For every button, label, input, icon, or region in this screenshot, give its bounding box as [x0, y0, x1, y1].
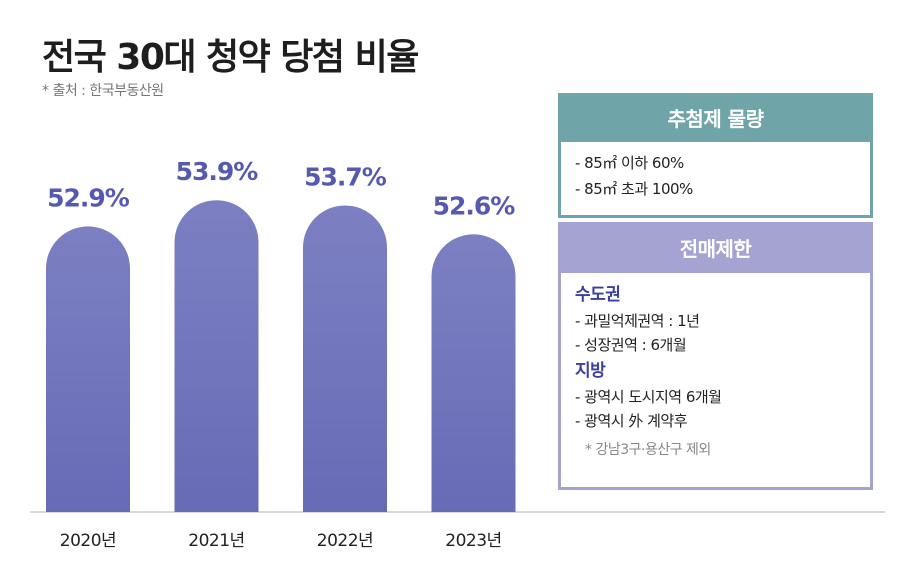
resale-item: - 성장권역 : 6개월 — [575, 336, 687, 354]
data-label: 52.6% — [433, 191, 516, 220]
resale-panel-header: 전매제한 — [561, 225, 870, 273]
lottery-item: - 85㎡ 초과 100% — [575, 180, 693, 198]
category-label: 2020년 — [60, 531, 116, 551]
section-title: 수도권 — [575, 285, 621, 305]
resale-panel: 전매제한 수도권 - 과밀억제권역 : 1년 - 성장권역 : 6개월 지방 -… — [558, 222, 873, 490]
data-label: 53.9% — [176, 157, 259, 186]
resale-note: * 강남3구·용산구 제외 — [585, 442, 711, 458]
resale-item: - 광역시 도시지역 6개월 — [575, 388, 722, 406]
chart-title: 전국 30대 청약 당첨 비율 — [42, 37, 419, 78]
category-label: 2023년 — [445, 531, 501, 551]
bar-2020년 — [46, 226, 130, 512]
bar-2023년 — [431, 234, 516, 512]
lottery-panel-header: 추첨제 물량 — [561, 96, 870, 142]
bar-2022년 — [303, 205, 387, 512]
section-title: 지방 — [575, 361, 606, 381]
data-label: 52.9% — [47, 183, 130, 212]
lottery-panel: 추첨제 물량 - 85㎡ 이하 60% - 85㎡ 초과 100% — [558, 93, 873, 218]
lottery-item: - 85㎡ 이하 60% — [575, 154, 684, 172]
data-label: 53.7% — [304, 162, 387, 191]
resale-item: - 광역시 外 계약후 — [575, 412, 688, 430]
source-note: * 출처 : 한국부동산원 — [42, 83, 164, 99]
category-label: 2021년 — [188, 531, 244, 551]
resale-item: - 과밀억제권역 : 1년 — [575, 312, 700, 330]
category-label: 2022년 — [317, 531, 373, 551]
bar-2021년 — [174, 200, 259, 512]
